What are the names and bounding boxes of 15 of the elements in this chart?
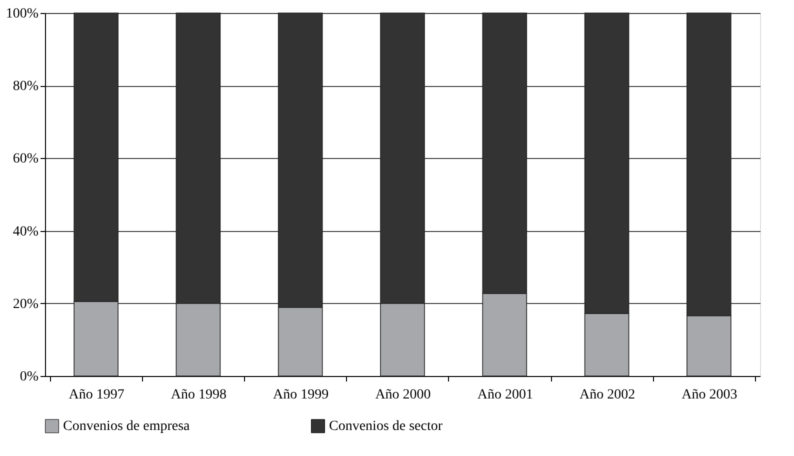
y-tick-label: 20%	[12, 296, 39, 312]
x-tick-label: Año 2000	[375, 388, 431, 402]
y-tick-label: 0%	[20, 370, 39, 384]
x-tick-label: Año 1997	[68, 388, 124, 402]
x-tick-label: Año 2001	[477, 388, 533, 402]
x-tick-label: Año 2002	[579, 388, 636, 402]
y-tick-label: 60%	[12, 152, 39, 167]
x-tick-label: Año 1998	[170, 388, 227, 402]
y-tick-label: 100%	[6, 6, 39, 22]
x-tick-label: Año 1999	[273, 388, 329, 402]
legend-label: Convenios de sector	[329, 419, 443, 434]
x-tick-label: Año 2003	[682, 388, 738, 402]
y-tick-label: 40%	[12, 224, 39, 240]
legend-label: Convenios de empresa	[63, 419, 191, 434]
y-tick-label: 80%	[12, 79, 39, 94]
